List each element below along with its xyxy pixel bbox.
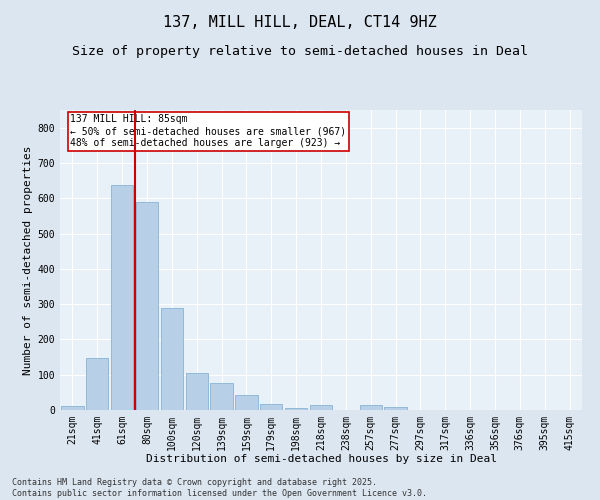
Bar [310,405,332,410]
Bar [385,407,407,410]
Bar [285,408,307,410]
Bar [211,383,233,410]
Text: Contains HM Land Registry data © Crown copyright and database right 2025.
Contai: Contains HM Land Registry data © Crown c… [12,478,427,498]
Bar [61,406,83,410]
Bar [136,202,158,410]
Bar [185,373,208,410]
Y-axis label: Number of semi-detached properties: Number of semi-detached properties [23,145,34,375]
Bar [111,185,133,410]
Bar [86,358,109,410]
Bar [359,405,382,410]
Text: Size of property relative to semi-detached houses in Deal: Size of property relative to semi-detach… [72,45,528,58]
X-axis label: Distribution of semi-detached houses by size in Deal: Distribution of semi-detached houses by … [146,454,497,464]
Text: 137 MILL HILL: 85sqm
← 50% of semi-detached houses are smaller (967)
48% of semi: 137 MILL HILL: 85sqm ← 50% of semi-detac… [70,114,347,148]
Text: 137, MILL HILL, DEAL, CT14 9HZ: 137, MILL HILL, DEAL, CT14 9HZ [163,15,437,30]
Bar [235,395,257,410]
Bar [260,404,283,410]
Bar [161,308,183,410]
